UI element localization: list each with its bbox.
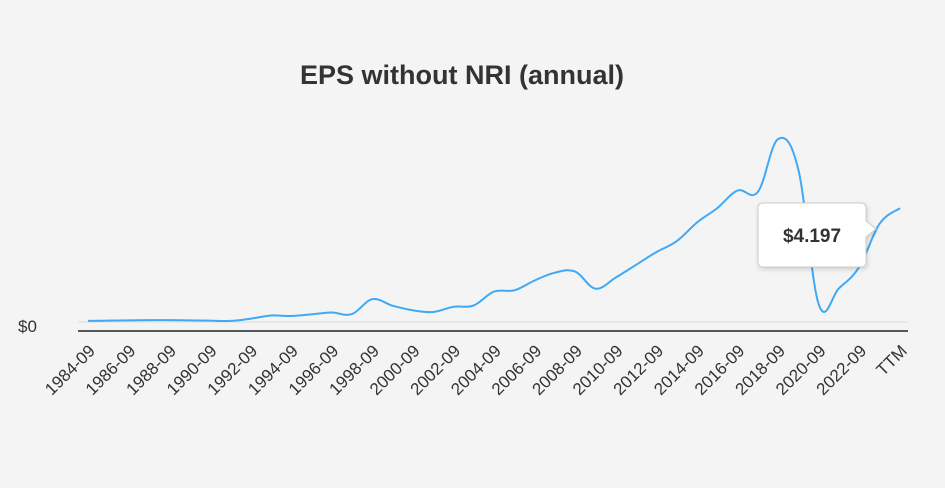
x-tick-label: TTM bbox=[873, 341, 911, 379]
x-axis-ticks: 1984-091986-091988-091990-091992-091994-… bbox=[41, 341, 911, 399]
value-tooltip: $4.197 bbox=[757, 202, 877, 268]
series-line-eps bbox=[87, 136, 901, 323]
y-axis-zero-label: $0 bbox=[18, 317, 37, 336]
tooltip-value: $4.197 bbox=[783, 226, 841, 247]
tooltip-box bbox=[757, 202, 877, 268]
chart-title: EPS without NRI (annual) bbox=[300, 60, 624, 90]
